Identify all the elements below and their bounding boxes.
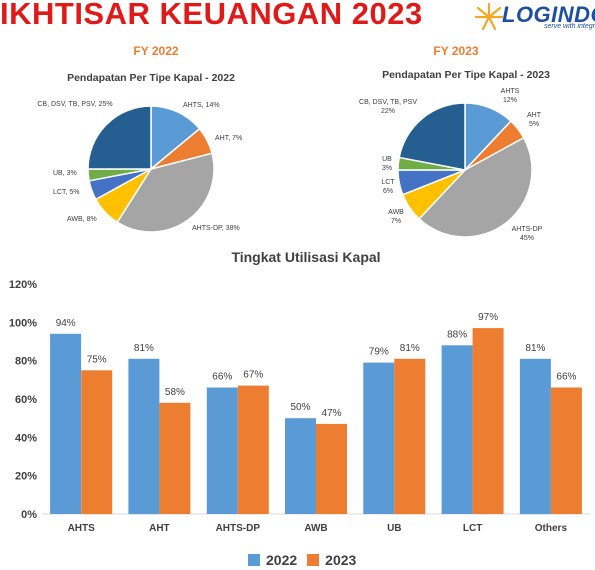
pie-2023-label-awb: AWB 7% [388,209,404,225]
logo-tagline: serve with integr [544,23,595,30]
pie-2022-label-ahts: AHTS, 14% [183,102,220,109]
x-tick-label: AHTS [68,523,96,534]
bar-data-label: 94% [56,318,76,329]
pie-2023-label-aht: AHT 5% [527,112,542,128]
legend-swatch-2022 [248,554,260,566]
bar-2023-others [550,387,582,514]
y-tick-label: 20% [15,471,37,483]
y-tick-label: 80% [15,356,37,368]
pie-2022: AHTS, 14% AHT, 7% AHTS-DP, 38% AWB, 8% LCT, … [37,101,242,233]
pie-2023-slice-cb-dsv-tb-psv [398,102,466,171]
pie-2022-slice-ahts-dp [116,152,215,233]
legend-item-2022: 2022 [248,552,297,568]
legend-label-2022: 2022 [266,552,298,568]
bar-data-label: 97% [478,312,498,323]
bar-data-label: 88% [447,329,467,340]
pie-2022-label-lct: LCT, 5% [53,189,79,196]
bar-2023-ahts-dp [237,385,269,514]
utilization-bar-chart: 0% 20% 40% 60% 80% 100% 120% 94% 75% AHTS 81% 58% AH… [9,279,591,534]
legend-label-2023: 2023 [325,552,357,568]
logo-sun-icon [474,2,504,31]
bar-2022-others [519,358,551,515]
bar-data-label: 81% [134,343,154,354]
bar-2022-ub [363,362,395,514]
pie-2022-label-cb-dsv-tb-psv: CB, DSV, TB, PSV, 25% [37,101,112,108]
pie-2023-label-ub: UB 3% [382,156,392,172]
pie-2023-label-ahts-dp: AHTS-DP 45% [512,226,543,242]
y-tick-label: 100% [9,317,37,329]
pie-2023-title: Pendapatan Per Tipe Kapal - 2023 [382,69,550,81]
pie-2023-slice-ahts-dp [418,136,533,238]
bar-legend: 2022 2023 [248,550,356,570]
bar-2023-lct [472,328,504,514]
bar-data-label: 67% [243,370,263,381]
bar-data-label: 75% [87,354,107,365]
bar-2022-ahts [50,333,82,514]
x-tick-label: LCT [463,523,482,534]
pie-2022-label-ub: UB, 3% [53,170,77,177]
logo-text: LOGINDO [502,2,595,27]
bar-data-label: 79% [369,347,389,358]
legend-swatch-2023 [307,554,320,566]
bar-data-label: 81% [400,343,420,354]
fy-2023-label: FY 2023 [433,44,479,58]
bar-2023-awb [316,423,347,514]
x-tick-label: Others [535,523,568,534]
x-tick-label: AHT [149,523,170,534]
y-tick-label: 120% [9,279,37,291]
pie-2023-label-ahts: AHTS 12% [501,88,520,104]
bar-2023-ub [394,358,426,515]
bar-data-label: 66% [212,372,232,383]
page-title: IKHTISAR KEUANGAN 2023 [0,0,423,31]
y-tick-label: 40% [15,432,37,444]
pie-2022-title: Pendapatan Per Tipe Kapal - 2022 [67,72,235,84]
bar-2022-lct [441,345,473,514]
bar-2022-awb [285,418,316,514]
bar-2023-ahts [81,370,113,515]
company-logo: LOGINDO serve with integr [470,0,595,34]
legend-item-2023: 2023 [307,552,356,568]
x-tick-label: AHTS-DP [216,523,261,534]
y-tick-label: 60% [15,394,37,406]
pie-2022-label-ahts-dp: AHTS-DP, 38% [192,225,240,232]
bar-data-label: 58% [165,387,185,398]
bar-2022-aht [128,358,160,515]
pie-2022-slice-ahts [150,105,201,171]
bar-data-label: 47% [321,408,341,419]
x-tick-label: UB [387,523,401,534]
fy-2022-label: FY 2022 [133,44,179,58]
pie-2022-label-awb: AWB, 8% [67,216,97,223]
bar-data-label: 50% [290,402,310,413]
bar-data-label: 81% [525,343,545,354]
bar-data-label: 66% [556,372,576,383]
bar-2022-ahts-dp [206,387,238,514]
pie-2022-slice-cb-dsv-tb-psv [87,105,152,170]
bar-2023-aht [159,402,191,514]
pie-2023-label-cb-dsv-tb-psv: CB, DSV, TB, PSV 22% [359,99,417,115]
bar-chart-title: Tingkat Utilisasi Kapal [231,249,380,265]
pie-2023: AHTS 12% AHT 5% AHTS-DP 45% AWB 7% LCT 6% UB 3% CB, … [359,88,543,242]
x-tick-label: AWB [304,523,327,534]
pie-2023-label-lct: LCT 6% [381,179,395,195]
y-tick-label: 0% [21,509,37,521]
pie-2022-label-aht: AHT, 7% [215,135,242,142]
